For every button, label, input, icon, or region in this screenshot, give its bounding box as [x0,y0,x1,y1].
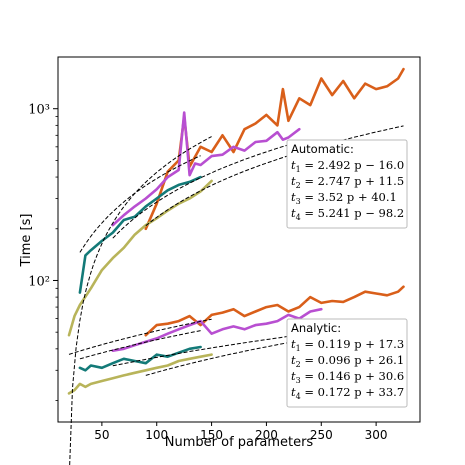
annotation-equation: t4 = 0.172 p + 33.7 [291,385,404,401]
annotation-equation: t2 = 2.747 p + 11.5 [291,174,404,190]
series-layer [67,67,405,395]
annotation-equation: t2 = 0.096 p + 26.1 [291,353,404,369]
series-line-analytic-3 [78,345,202,372]
x-tick-label: 250 [310,428,333,442]
fit-line-analytic-4 [68,318,212,355]
fit-line-automatic-3 [79,155,201,253]
plot-frame [57,56,421,423]
annotation-equation: t1 = 2.492 p − 16.0 [291,158,404,174]
annotation-equation: t3 = 0.146 p + 30.6 [291,369,404,385]
x-tick-label: 50 [94,428,109,442]
annotation-equation: t1 = 0.119 p + 17.3 [291,337,404,353]
y-axis-label: Time [s] [19,214,34,268]
x-tick-label: 150 [200,428,223,442]
series-line-automatic-2 [111,111,301,227]
annotation-box-1: Automatic: t1 = 2.492 p − 16.0t2 = 2.747 … [286,139,408,229]
fit-line-automatic-4 [69,136,212,465]
fit-line-automatic-1 [145,125,404,227]
y-tick-label: 10³ [28,103,50,118]
axis-layer: 50 100 150 200 250 300 10² 10³ [28,103,387,442]
x-axis-label: Number of parameters [165,435,314,450]
series-line-analytic-1 [144,285,405,337]
series-line-automatic-4 [67,179,213,337]
annotation-title: Automatic: [291,142,354,156]
x-tick-label: 300 [365,428,388,442]
annotation-equation: t3 = 3.52 p + 40.1 [291,190,397,206]
annotation-equation: t4 = 5.241 p − 98.2 [291,206,404,222]
y-tick-label: 10² [28,274,50,289]
annotation-frame [286,139,408,229]
series-line-automatic-3 [78,175,202,294]
annotation-frame [286,318,408,408]
annotation-title: Analytic: [291,321,341,335]
annotation-box-2: Analytic: t1 = 0.119 p + 17.3t2 = 0.096 p… [286,318,408,408]
series-line-analytic-2 [111,307,323,353]
annotation-layer: Automatic: t1 = 2.492 p − 16.0t2 = 2.747 … [286,139,408,408]
x-tick-label: 100 [145,428,168,442]
fit-line-analytic-3 [79,330,201,360]
series-line-analytic-4 [67,353,213,395]
x-tick-label: 200 [255,428,278,442]
